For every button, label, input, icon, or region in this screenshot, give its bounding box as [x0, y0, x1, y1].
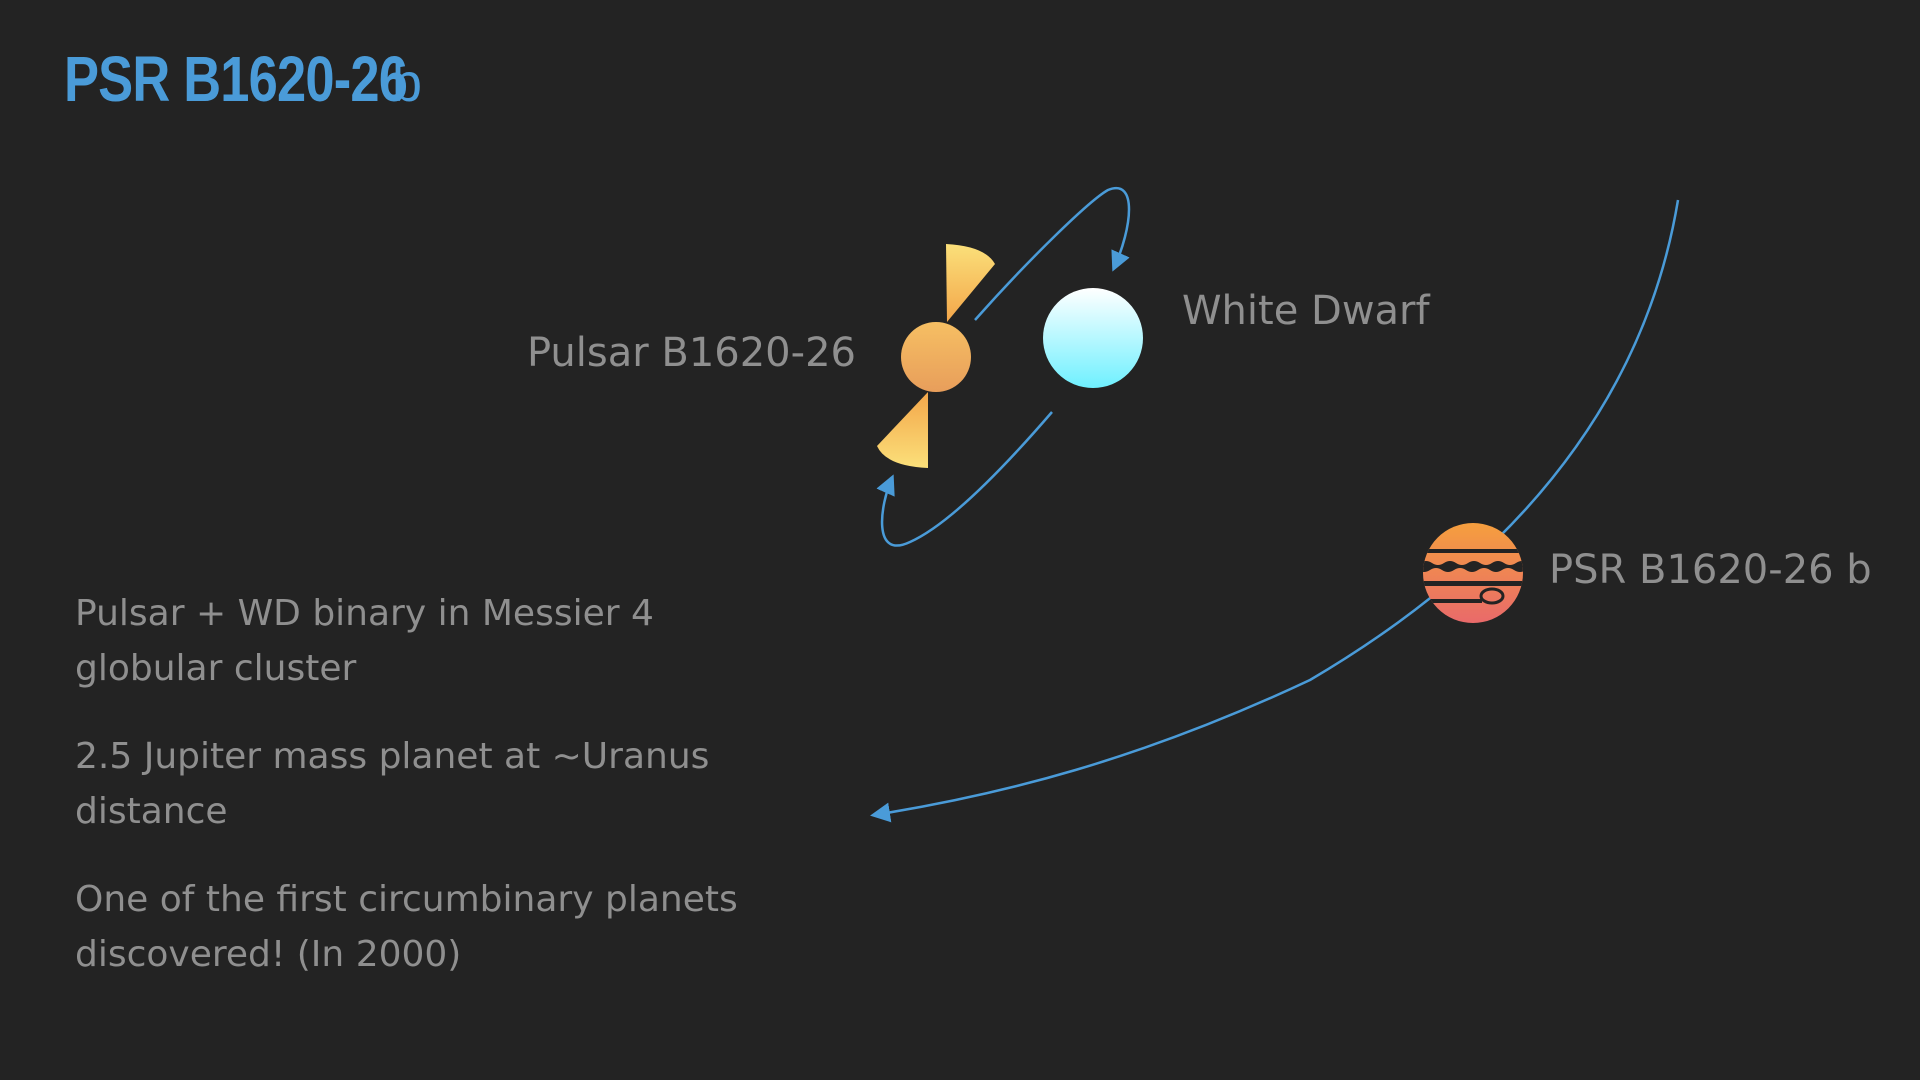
fact-item: Pulsar + WD binary in Messier 4 globular…	[75, 593, 654, 689]
title-main: PSR B1620-26	[64, 43, 408, 115]
fact-item: One of the first circumbinary planets di…	[75, 879, 738, 975]
fact-item: 2.5 Jupiter mass planet at ~Uranus dista…	[75, 736, 710, 832]
slide-title: PSR B1620-26 b	[64, 42, 482, 116]
white-dwarf-icon	[1043, 288, 1143, 388]
binary-orbit-upper	[974, 187, 1131, 321]
pulsar-beam-top	[946, 244, 995, 322]
white-dwarf-label: White Dwarf	[1182, 288, 1430, 334]
pulsar-beam-bottom	[877, 392, 928, 468]
pulsar-body	[901, 322, 971, 392]
fact-list: Pulsar + WD binary in Messier 4 globular…	[75, 586, 795, 1015]
planet-label: PSR B1620-26 b	[1549, 547, 1872, 593]
pulsar-label: Pulsar B1620-26	[527, 330, 856, 376]
pulsar-icon	[877, 244, 995, 468]
planet-orbit	[870, 199, 1680, 823]
gas-giant-icon	[1423, 523, 1523, 623]
title-suffix: b	[392, 53, 423, 113]
binary-orbit-lower	[876, 411, 1053, 547]
